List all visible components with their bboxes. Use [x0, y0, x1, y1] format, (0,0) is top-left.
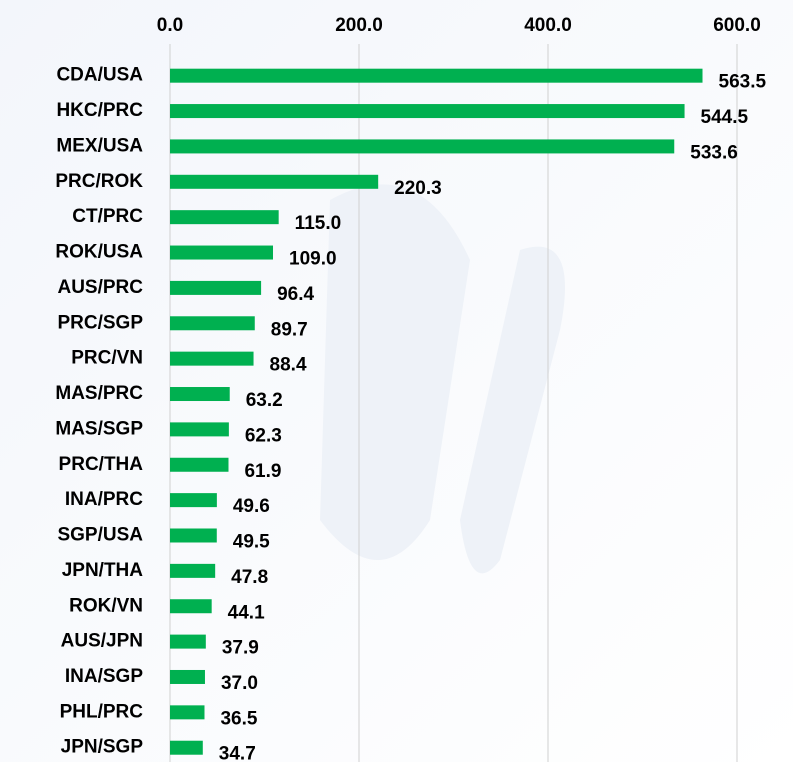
bar	[170, 68, 703, 83]
y-tick-label: MAS/SGP	[55, 418, 143, 439]
data-label: 96.4	[277, 284, 314, 305]
bar	[170, 493, 217, 508]
bar	[170, 528, 217, 543]
bar	[170, 104, 685, 119]
y-tick-label: JPN/SGP	[61, 737, 144, 758]
y-tick-label: ROK/VN	[69, 595, 143, 616]
data-label: 61.9	[244, 461, 281, 482]
y-tick-label: CT/PRC	[72, 206, 143, 227]
data-label: 220.3	[394, 178, 442, 199]
bar	[170, 705, 205, 720]
data-label: 44.1	[228, 602, 265, 623]
data-label: 49.6	[233, 496, 270, 517]
data-label: 49.5	[233, 532, 270, 553]
data-label: 47.8	[231, 567, 268, 588]
y-tick-label: PRC/VN	[71, 348, 143, 369]
data-label: 37.0	[221, 673, 258, 694]
data-label: 89.7	[271, 319, 308, 340]
y-tick-label: PRC/SGP	[57, 312, 143, 333]
watermark	[460, 246, 565, 574]
data-label: 34.7	[219, 744, 256, 762]
x-tick-label: 400.0	[524, 15, 572, 36]
y-tick-label: INA/PRC	[65, 489, 143, 510]
y-tick-label: PRC/THA	[59, 454, 144, 475]
bar	[170, 316, 255, 331]
data-label: 63.2	[246, 390, 283, 411]
y-tick-label: INA/SGP	[65, 666, 143, 687]
bar	[170, 669, 205, 684]
bar	[170, 387, 230, 402]
data-label: 37.9	[222, 638, 259, 659]
bar	[170, 457, 229, 472]
data-label: 36.5	[220, 708, 257, 729]
y-tick-label: HKC/PRC	[56, 100, 143, 121]
data-label: 544.5	[701, 107, 749, 128]
data-label: 88.4	[270, 355, 307, 376]
y-tick-label: CDA/USA	[56, 65, 143, 86]
data-label: 109.0	[289, 249, 337, 270]
y-tick-label: JPN/THA	[62, 560, 144, 581]
data-label: 115.0	[295, 213, 342, 234]
bar	[170, 634, 206, 649]
bar	[170, 245, 274, 260]
y-tick-label: PRC/ROK	[55, 171, 143, 192]
y-tick-label: AUS/PRC	[57, 277, 143, 298]
bar	[170, 174, 379, 189]
x-tick-label: 0.0	[157, 15, 183, 36]
bar	[170, 351, 254, 366]
bar	[170, 563, 216, 578]
data-label: 62.3	[245, 425, 282, 446]
x-tick-label: 200.0	[335, 15, 383, 36]
y-tick-label: MEX/USA	[56, 135, 143, 156]
y-tick-label: SGP/USA	[57, 525, 143, 546]
y-tick-label: PHL/PRC	[60, 701, 144, 722]
bar	[170, 740, 203, 755]
bar	[170, 210, 279, 225]
watermark	[320, 184, 470, 560]
data-label: 533.6	[690, 142, 738, 163]
bar	[170, 280, 262, 295]
bar	[170, 139, 675, 154]
y-tick-label: MAS/PRC	[55, 383, 143, 404]
y-tick-label: ROK/USA	[55, 242, 143, 263]
y-tick-label: AUS/JPN	[61, 631, 143, 652]
bar	[170, 422, 229, 437]
data-label: 563.5	[719, 72, 767, 93]
bar	[170, 599, 212, 614]
x-tick-label: 600.0	[713, 15, 761, 36]
